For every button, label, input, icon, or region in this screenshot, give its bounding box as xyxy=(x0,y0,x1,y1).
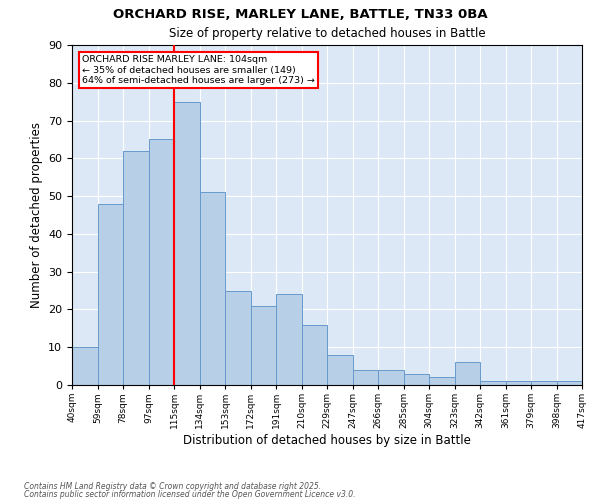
Bar xyxy=(199,192,225,385)
Bar xyxy=(378,370,404,385)
Bar xyxy=(302,324,327,385)
Bar xyxy=(149,140,174,385)
Y-axis label: Number of detached properties: Number of detached properties xyxy=(29,122,43,308)
Text: Contains HM Land Registry data © Crown copyright and database right 2025.: Contains HM Land Registry data © Crown c… xyxy=(24,482,321,491)
Bar xyxy=(455,362,480,385)
Bar xyxy=(404,374,429,385)
Bar xyxy=(276,294,302,385)
Bar xyxy=(174,102,199,385)
Bar xyxy=(72,347,97,385)
Bar xyxy=(429,378,455,385)
Title: Size of property relative to detached houses in Battle: Size of property relative to detached ho… xyxy=(169,26,485,40)
Bar xyxy=(531,381,557,385)
Bar xyxy=(225,290,251,385)
Bar xyxy=(480,381,505,385)
Bar xyxy=(557,381,582,385)
Bar xyxy=(353,370,378,385)
Bar xyxy=(505,381,531,385)
Bar xyxy=(251,306,276,385)
Text: ORCHARD RISE, MARLEY LANE, BATTLE, TN33 0BA: ORCHARD RISE, MARLEY LANE, BATTLE, TN33 … xyxy=(113,8,487,20)
Text: Contains public sector information licensed under the Open Government Licence v3: Contains public sector information licen… xyxy=(24,490,355,499)
Bar xyxy=(327,355,353,385)
Bar xyxy=(97,204,123,385)
X-axis label: Distribution of detached houses by size in Battle: Distribution of detached houses by size … xyxy=(183,434,471,447)
Text: ORCHARD RISE MARLEY LANE: 104sqm
← 35% of detached houses are smaller (149)
64% : ORCHARD RISE MARLEY LANE: 104sqm ← 35% o… xyxy=(82,55,315,85)
Bar xyxy=(123,151,149,385)
